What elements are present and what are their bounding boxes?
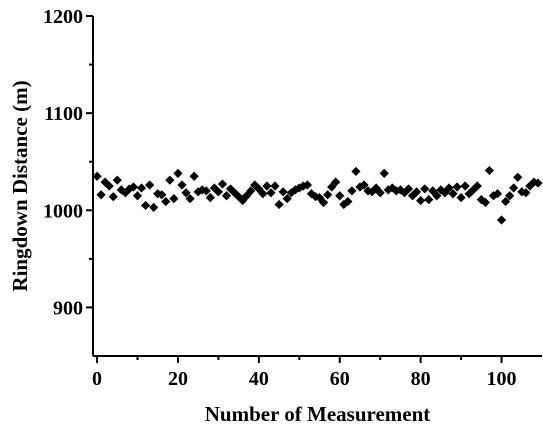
data-point (533, 178, 543, 188)
data-point (363, 186, 373, 196)
y-tick-label: 1100 (44, 103, 83, 125)
data-point (395, 185, 406, 195)
data-point (161, 196, 171, 207)
data-point (452, 182, 462, 192)
x-tick-label: 0 (92, 368, 102, 390)
data-point (444, 183, 454, 193)
data-point (403, 184, 414, 194)
x-tick-label: 80 (411, 368, 431, 390)
data-point (282, 194, 292, 204)
data-point (201, 186, 211, 196)
data-point (440, 188, 450, 198)
data-point (108, 192, 118, 202)
data-point (181, 188, 191, 198)
data-point (250, 180, 260, 190)
data-point (468, 185, 478, 195)
x-tick-label: 40 (249, 368, 269, 390)
data-point (375, 188, 385, 198)
data-point (424, 195, 434, 205)
data-point (335, 191, 345, 201)
data-point (140, 200, 151, 211)
data-point (165, 175, 175, 185)
data-point (367, 187, 377, 197)
data-point (173, 168, 183, 178)
x-tick-label: 20 (168, 368, 188, 390)
data-point (464, 189, 474, 199)
data-point (355, 182, 365, 192)
data-point (128, 182, 139, 192)
y-tick-label: 900 (53, 297, 83, 319)
data-point (262, 181, 272, 191)
data-point (185, 194, 195, 204)
data-point (513, 172, 523, 182)
data-point (331, 177, 341, 187)
data-point (302, 180, 312, 190)
data-point (213, 187, 223, 197)
data-point (412, 187, 422, 197)
data-point (221, 191, 232, 201)
data-point (274, 199, 284, 210)
data-point (359, 180, 369, 190)
data-point (472, 181, 482, 191)
data-point (428, 186, 438, 196)
data-point (492, 189, 503, 199)
data-point (343, 196, 353, 207)
data-point (112, 175, 122, 185)
data-point (92, 171, 102, 181)
data-point (246, 186, 256, 196)
data-point (448, 189, 458, 199)
data-point (480, 197, 490, 208)
data-point (177, 180, 187, 190)
data-point (407, 191, 418, 201)
data-point (149, 202, 159, 212)
data-point (416, 195, 426, 206)
data-point (436, 185, 446, 195)
data-point (157, 190, 167, 200)
data-point (399, 188, 410, 198)
data-point (505, 191, 515, 201)
data-point (496, 215, 507, 225)
data-point (278, 187, 288, 197)
data-point (169, 194, 179, 204)
data-point (420, 184, 430, 194)
y-tick-label: 1000 (43, 200, 83, 222)
data-point (189, 171, 199, 181)
data-markers (92, 165, 543, 225)
plot-area (92, 16, 542, 357)
data-point (318, 197, 329, 208)
data-point (132, 191, 143, 201)
x-tick-label: 100 (487, 368, 517, 390)
data-point (391, 186, 401, 196)
data-point (217, 179, 228, 189)
data-point (254, 184, 264, 194)
data-point (347, 186, 357, 196)
data-point (521, 188, 531, 198)
data-point (379, 168, 389, 178)
y-axis-title: Ringdown Distance (m) (8, 80, 32, 291)
y-axis-ticks: 900 1000 1100 1200 (43, 6, 93, 319)
data-point (351, 166, 361, 177)
x-tick-label: 60 (330, 368, 350, 390)
x-axis-title: Number of Measurement (205, 402, 431, 426)
data-point (484, 165, 495, 176)
data-point (509, 183, 519, 193)
data-point (270, 181, 280, 191)
data-point (145, 180, 155, 190)
data-point (205, 193, 215, 203)
data-point (266, 188, 276, 198)
data-point (432, 191, 442, 201)
data-point (456, 193, 466, 203)
data-point (136, 183, 147, 193)
data-point (500, 196, 511, 207)
data-point (476, 195, 486, 205)
y-tick-label: 1200 (43, 6, 83, 28)
x-axis-ticks: 0 20 40 60 80 100 (92, 356, 517, 390)
data-point (96, 190, 106, 200)
data-point (460, 181, 470, 191)
data-point (258, 189, 268, 199)
data-point (104, 181, 114, 191)
data-point (323, 190, 333, 200)
